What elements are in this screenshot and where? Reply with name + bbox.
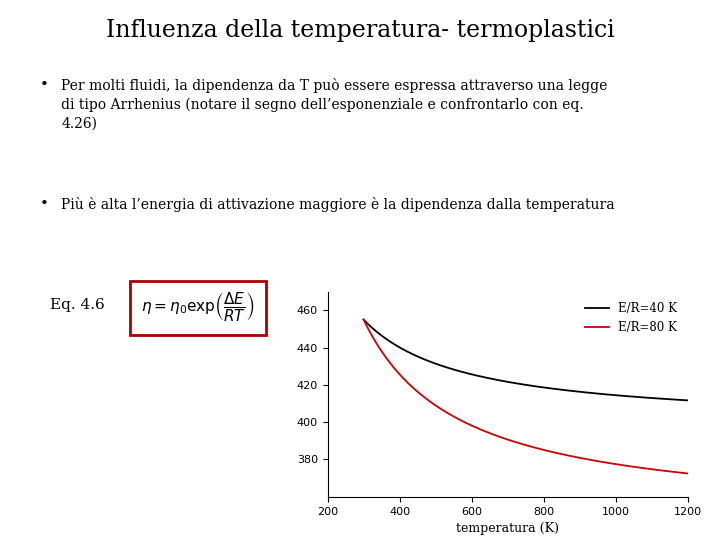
E/R=40 K — [506, 379, 515, 386]
E/R=80 K — [417, 392, 426, 398]
E/R=80 K — [603, 460, 612, 466]
E/R=80 K — [359, 316, 368, 323]
E/R=40 K — [603, 392, 612, 398]
Line: E/R=80 K: E/R=80 K — [364, 320, 688, 474]
Text: Per molti fluidi, la dipendenza da T può essere espressa attraverso una legge
di: Per molti fluidi, la dipendenza da T può… — [61, 78, 608, 131]
Text: Influenza della temperatura- termoplastici: Influenza della temperatura- termoplasti… — [106, 19, 614, 42]
E/R=80 K — [576, 455, 585, 461]
E/R=80 K — [506, 437, 515, 444]
Legend: E/R=40 K, E/R=80 K: E/R=40 K, E/R=80 K — [580, 298, 682, 339]
E/R=40 K — [576, 389, 585, 395]
E/R=40 K — [417, 355, 426, 361]
E/R=80 K — [683, 470, 692, 477]
Text: •: • — [40, 197, 48, 211]
Text: $\eta = \eta_0 \exp\!\left(\dfrac{\Delta E}{RT}\right)$: $\eta = \eta_0 \exp\!\left(\dfrac{\Delta… — [141, 290, 255, 323]
X-axis label: temperatura (K): temperatura (K) — [456, 522, 559, 535]
E/R=40 K — [550, 386, 559, 392]
E/R=80 K — [443, 409, 451, 416]
Text: Eq. 4.6: Eq. 4.6 — [50, 298, 105, 312]
E/R=40 K — [683, 397, 692, 403]
Line: E/R=40 K: E/R=40 K — [364, 320, 688, 400]
E/R=40 K — [443, 364, 451, 370]
FancyBboxPatch shape — [130, 281, 266, 334]
Text: •: • — [40, 78, 48, 92]
E/R=40 K — [359, 316, 368, 323]
E/R=80 K — [550, 449, 559, 456]
Text: Più è alta l’energia di attivazione maggiore è la dipendenza dalla temperatura: Più è alta l’energia di attivazione magg… — [61, 197, 615, 212]
